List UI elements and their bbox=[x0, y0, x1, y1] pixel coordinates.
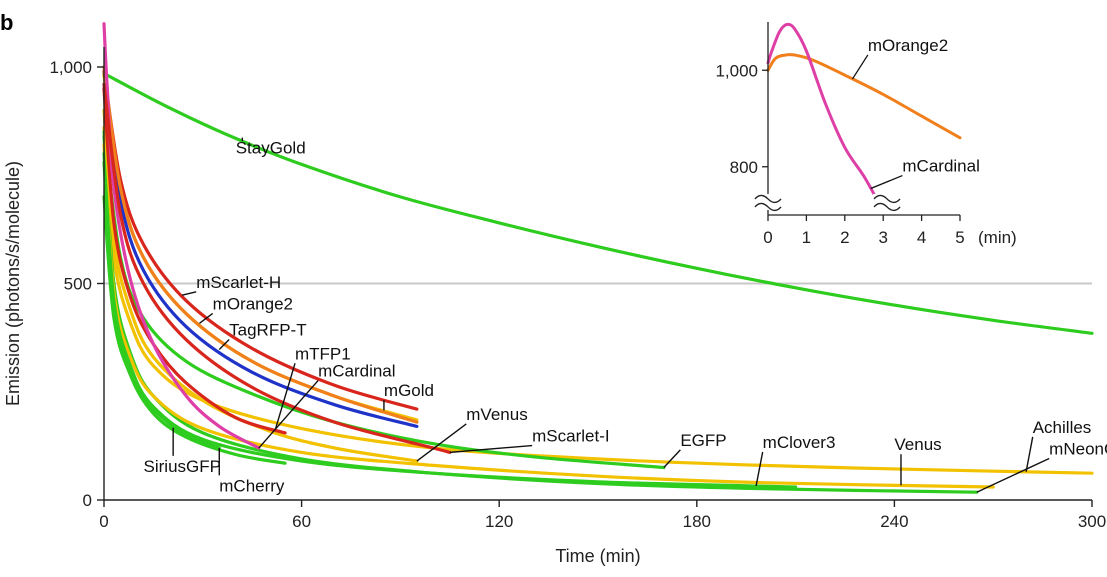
label-achilles: Achilles bbox=[1033, 418, 1092, 437]
label-mtfp1: mTFP1 bbox=[295, 344, 351, 363]
curve-tagrfp-t bbox=[102, 87, 419, 428]
label-mcardinal: mCardinal bbox=[318, 362, 395, 381]
leader-mneongreen bbox=[976, 457, 1050, 493]
leader-egfp bbox=[663, 449, 681, 469]
y-axis-label: Emission (photons/s/molecule) bbox=[3, 161, 23, 406]
leader-mclover3 bbox=[755, 451, 764, 487]
leader-achilles bbox=[1025, 436, 1034, 472]
label-mcherry: mCherry bbox=[219, 476, 285, 495]
label-mscarlet-h: mScarlet-H bbox=[196, 273, 281, 292]
label-venus: Venus bbox=[894, 435, 941, 454]
label-egfp: EGFP bbox=[680, 431, 726, 450]
x-tick-label: 120 bbox=[485, 512, 513, 531]
x-tick-label: 0 bbox=[99, 512, 108, 531]
leader-mvenus bbox=[416, 423, 467, 462]
main-label-leaders bbox=[172, 137, 1050, 493]
label-morange2: mOrange2 bbox=[213, 294, 293, 313]
inset-x-tick-label: 0 bbox=[763, 228, 772, 247]
curve-mcardinal bbox=[102, 22, 261, 450]
label-mclover3: mClover3 bbox=[763, 433, 836, 452]
x-tick-label: 300 bbox=[1078, 512, 1106, 531]
x-tick-label: 180 bbox=[683, 512, 711, 531]
leader-mscarlet-h bbox=[181, 291, 197, 296]
leader-mcardinal bbox=[258, 380, 319, 449]
inset-x-tick-label: 4 bbox=[917, 228, 926, 247]
inset-leader-mcardinal bbox=[870, 174, 903, 190]
leader-tagrfp-t bbox=[218, 338, 230, 351]
inset-axes: 0 1 2 3 4 5 800 1,000 bbox=[715, 22, 965, 247]
y-tick-label: 0 bbox=[83, 491, 92, 510]
inset-chart: 0 1 2 3 4 5 800 1,000 mOrange2 mCardinal (min) bbox=[715, 22, 1017, 247]
y-tick-label: 500 bbox=[64, 275, 92, 294]
curve-staygold bbox=[102, 71, 1094, 335]
label-siriusgfp: SiriusGFP bbox=[144, 457, 221, 476]
leader-morange2 bbox=[199, 312, 214, 324]
inset-x-tick-label: 3 bbox=[878, 228, 887, 247]
label-staygold: StayGold bbox=[236, 139, 306, 158]
inset-y-tick-label: 1,000 bbox=[715, 61, 758, 80]
curve-achilles bbox=[102, 126, 1094, 475]
inset-y-tick-label: 800 bbox=[730, 158, 758, 177]
x-tick-label: 60 bbox=[292, 512, 311, 531]
label-tagrfp-t: TagRFP-T bbox=[229, 320, 306, 339]
inset-curves bbox=[766, 22, 962, 202]
main-curve-labels: StayGoldmScarlet-HmOrange2TagRFP-TmTFP1m… bbox=[144, 139, 1107, 496]
x-tick-label: 240 bbox=[880, 512, 908, 531]
x-axis-label: Time (min) bbox=[555, 546, 640, 566]
curve-morange2 bbox=[102, 65, 419, 424]
curve-mcherry bbox=[102, 195, 221, 450]
curve-mscarlet-i bbox=[102, 82, 452, 454]
inset-leader-morange2 bbox=[851, 54, 869, 80]
panel-letter: b bbox=[0, 10, 13, 35]
leader-mscarlet-i bbox=[449, 444, 533, 454]
inset-curve-morange2 bbox=[766, 53, 962, 140]
leader-mtfp1 bbox=[274, 363, 296, 431]
label-mscarlet-i: mScarlet-I bbox=[532, 427, 609, 446]
curve-mscarlet-h bbox=[102, 69, 419, 411]
inset-x-tick-label: 1 bbox=[802, 228, 811, 247]
inset-x-axis-label: (min) bbox=[978, 228, 1017, 247]
inset-label-leaders bbox=[851, 54, 903, 190]
label-mneongreen: mNeonGreen bbox=[1049, 440, 1107, 459]
inset-curve-mcardinal bbox=[766, 22, 879, 202]
inset-axis-break-icon bbox=[754, 193, 782, 212]
inset-curve-break-icon bbox=[873, 193, 902, 212]
inset-label-mcardinal: mCardinal bbox=[902, 157, 979, 176]
y-tick-label: 1,000 bbox=[49, 58, 92, 77]
curve-mneongreen bbox=[102, 134, 979, 494]
inset-curve-labels: mOrange2 mCardinal bbox=[868, 36, 980, 176]
inset-x-tick-label: 2 bbox=[840, 228, 849, 247]
label-mgold: mGold bbox=[384, 381, 434, 400]
inset-label-morange2: mOrange2 bbox=[868, 36, 948, 55]
curve-venus bbox=[102, 143, 995, 489]
main-curves bbox=[102, 22, 1094, 494]
label-mvenus: mVenus bbox=[466, 405, 527, 424]
inset-x-tick-label: 5 bbox=[955, 228, 964, 247]
